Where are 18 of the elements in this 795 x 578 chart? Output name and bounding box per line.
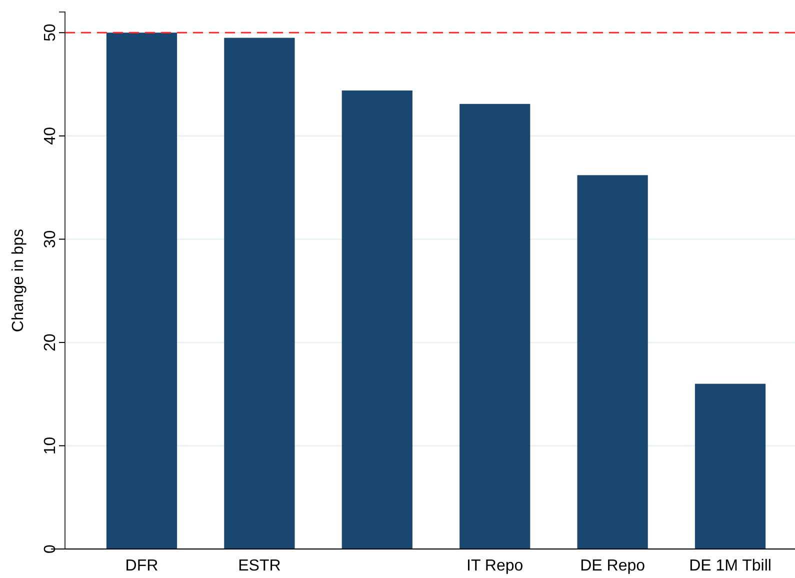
- y-tick-label: 10: [42, 436, 59, 455]
- x-tick-label: DE 1M Tbill: [689, 557, 772, 574]
- bar: [694, 384, 766, 549]
- y-axis-title: Change in bps: [10, 228, 27, 332]
- bar: [460, 104, 530, 549]
- y-tick-label: 30: [42, 230, 59, 248]
- bar: [342, 90, 412, 549]
- bar: [106, 32, 178, 549]
- x-tick-label: DFR: [125, 557, 158, 574]
- y-tick-label: 20: [42, 333, 59, 352]
- y-tick-label: 40: [42, 126, 59, 145]
- x-tick-label: ESTR: [238, 557, 281, 574]
- x-tick-label: IT Repo: [466, 557, 524, 574]
- bar: [577, 175, 648, 549]
- bar: [224, 38, 295, 549]
- x-tick-label: DE Repo: [580, 557, 646, 574]
- y-tick-label: 50: [42, 24, 59, 42]
- y-tick-label: 0: [42, 544, 59, 554]
